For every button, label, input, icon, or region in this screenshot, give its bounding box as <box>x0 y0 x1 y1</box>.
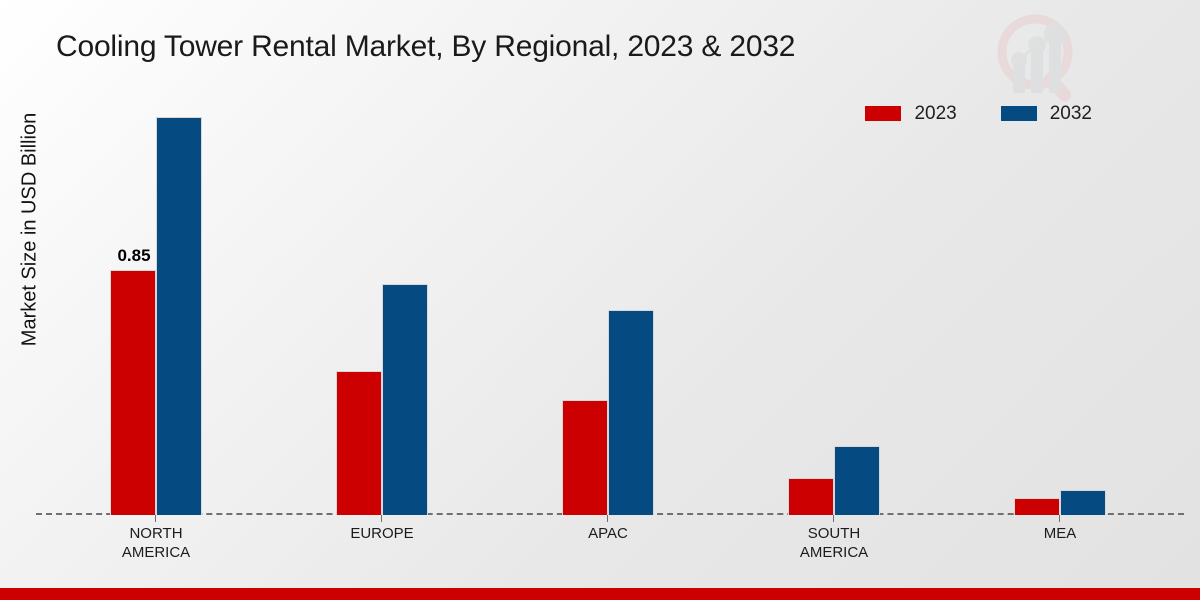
bar-2023-north-america[interactable]: 0.85 <box>110 246 156 515</box>
bar-group-europe: EUROPE <box>336 140 428 542</box>
bar-group-north-america: 0.85 NORTH AMERICA <box>110 116 202 561</box>
x-axis-tick <box>381 515 382 522</box>
legend-item-2023[interactable]: 2023 <box>865 103 957 124</box>
x-axis-label-north-america: NORTH AMERICA <box>76 524 236 562</box>
chart-legend: 2023 2032 <box>865 104 1092 123</box>
bar-2032-mea[interactable] <box>1060 490 1106 515</box>
label-line-1: SOUTH <box>807 525 861 542</box>
x-axis-label-europe: EUROPE <box>302 524 462 543</box>
bar-2023-apac[interactable] <box>562 399 608 515</box>
bar-2023-south-america[interactable] <box>788 477 834 515</box>
bar-group-mea: MEA <box>1014 140 1106 542</box>
bar-2023-europe[interactable] <box>336 370 382 515</box>
x-axis-label-south-america: SOUTH AMERICA <box>754 524 914 562</box>
label-line-1: EUROPE <box>350 525 414 542</box>
x-axis-label-apac: APAC <box>528 524 688 543</box>
label-line-1: APAC <box>588 525 628 542</box>
bar-value-label: 0.85 <box>117 245 151 265</box>
x-axis-tick <box>1059 515 1060 522</box>
x-axis-tick <box>833 515 834 522</box>
legend-label-2032: 2032 <box>1049 103 1092 124</box>
bar-group-apac: APAC <box>562 140 654 542</box>
plot-area: 0.85 NORTH AMERICA EUROPE APAC <box>36 116 1184 561</box>
bar-2032-apac[interactable] <box>608 310 654 515</box>
label-line-2: AMERICA <box>121 544 191 562</box>
x-axis-tick <box>607 515 608 522</box>
label-line-1: NORTH <box>129 525 183 542</box>
bar-2023-mea[interactable] <box>1014 497 1060 515</box>
x-axis-tick <box>155 515 156 522</box>
bar-2032-europe[interactable] <box>382 284 428 515</box>
x-axis-label-mea: MEA <box>980 524 1140 543</box>
chart-title: Cooling Tower Rental Market, By Regional… <box>56 30 796 63</box>
label-line-2: AMERICA <box>799 544 869 562</box>
bar-group-south-america: SOUTH AMERICA <box>788 140 880 561</box>
label-line-1: MEA <box>1043 525 1077 542</box>
bar-2032-north-america[interactable] <box>156 116 202 515</box>
watermark-logo-icon <box>988 8 1092 106</box>
bar-2032-south-america[interactable] <box>834 445 880 515</box>
legend-item-2032[interactable]: 2032 <box>1000 103 1092 124</box>
legend-swatch-2032 <box>1000 106 1037 121</box>
bottom-accent-band <box>0 588 1200 600</box>
legend-swatch-2023 <box>865 106 902 121</box>
legend-label-2023: 2023 <box>914 103 957 124</box>
